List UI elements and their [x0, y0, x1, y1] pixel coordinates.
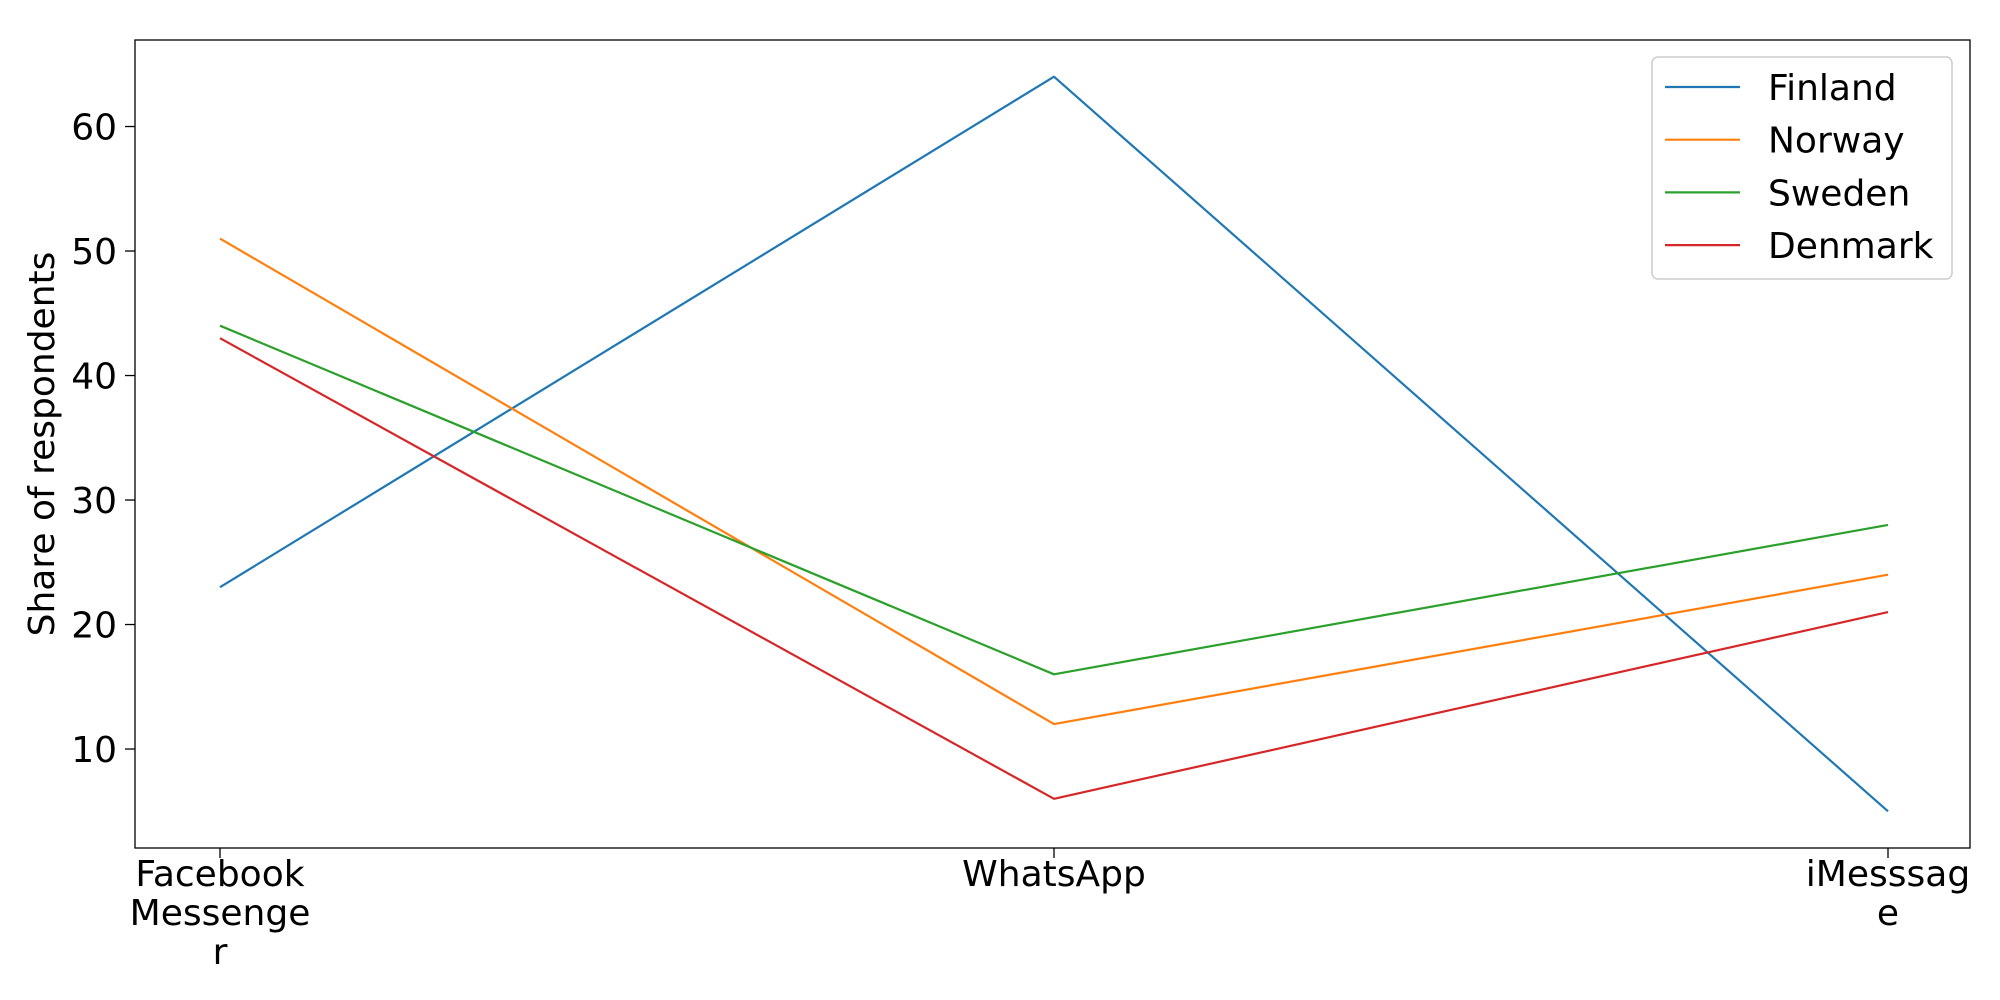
- legend-label-sweden: Sweden: [1768, 173, 1910, 214]
- y-tick-label: 50: [71, 232, 117, 273]
- x-tick-label-line: WhatsApp: [962, 854, 1146, 895]
- y-tick-label: 20: [71, 606, 117, 647]
- legend-label-norway: Norway: [1768, 121, 1905, 162]
- y-axis-label: Share of respondents: [22, 252, 63, 637]
- series-line-denmark: [219, 337, 1889, 800]
- y-axis: 10 20 30 40 50 60: [71, 108, 135, 771]
- series-line-finland: [219, 75, 1889, 813]
- x-tick-label-line: iMesssag: [1806, 854, 1970, 895]
- legend-label-denmark: Denmark: [1768, 226, 1934, 267]
- series-line-norway: [219, 237, 1889, 726]
- x-tick-label-line: e: [1877, 893, 1899, 934]
- x-tick-label: WhatsApp: [962, 854, 1146, 895]
- series-line-sweden: [219, 324, 1889, 676]
- x-tick-label-line: r: [213, 932, 228, 973]
- y-tick-label: 60: [71, 108, 117, 149]
- x-tick-label: Facebook Messenge r: [130, 854, 311, 973]
- x-axis: Facebook Messenge r WhatsApp iMesssag e: [130, 848, 1970, 973]
- x-tick-label-line: Messenge: [130, 893, 311, 934]
- plot-frame: [134, 39, 1971, 849]
- legend: Finland Norway Sweden Denmark: [1651, 56, 1953, 280]
- y-tick-label: 10: [71, 730, 117, 771]
- x-tick-label-line: Facebook: [135, 854, 304, 895]
- y-tick-label: 40: [71, 357, 117, 398]
- x-tick-label: iMesssag e: [1806, 854, 1970, 934]
- legend-box: [1651, 56, 1953, 280]
- y-tick-label: 30: [71, 481, 117, 522]
- plot-lines: [219, 75, 1889, 813]
- legend-label-finland: Finland: [1768, 68, 1897, 109]
